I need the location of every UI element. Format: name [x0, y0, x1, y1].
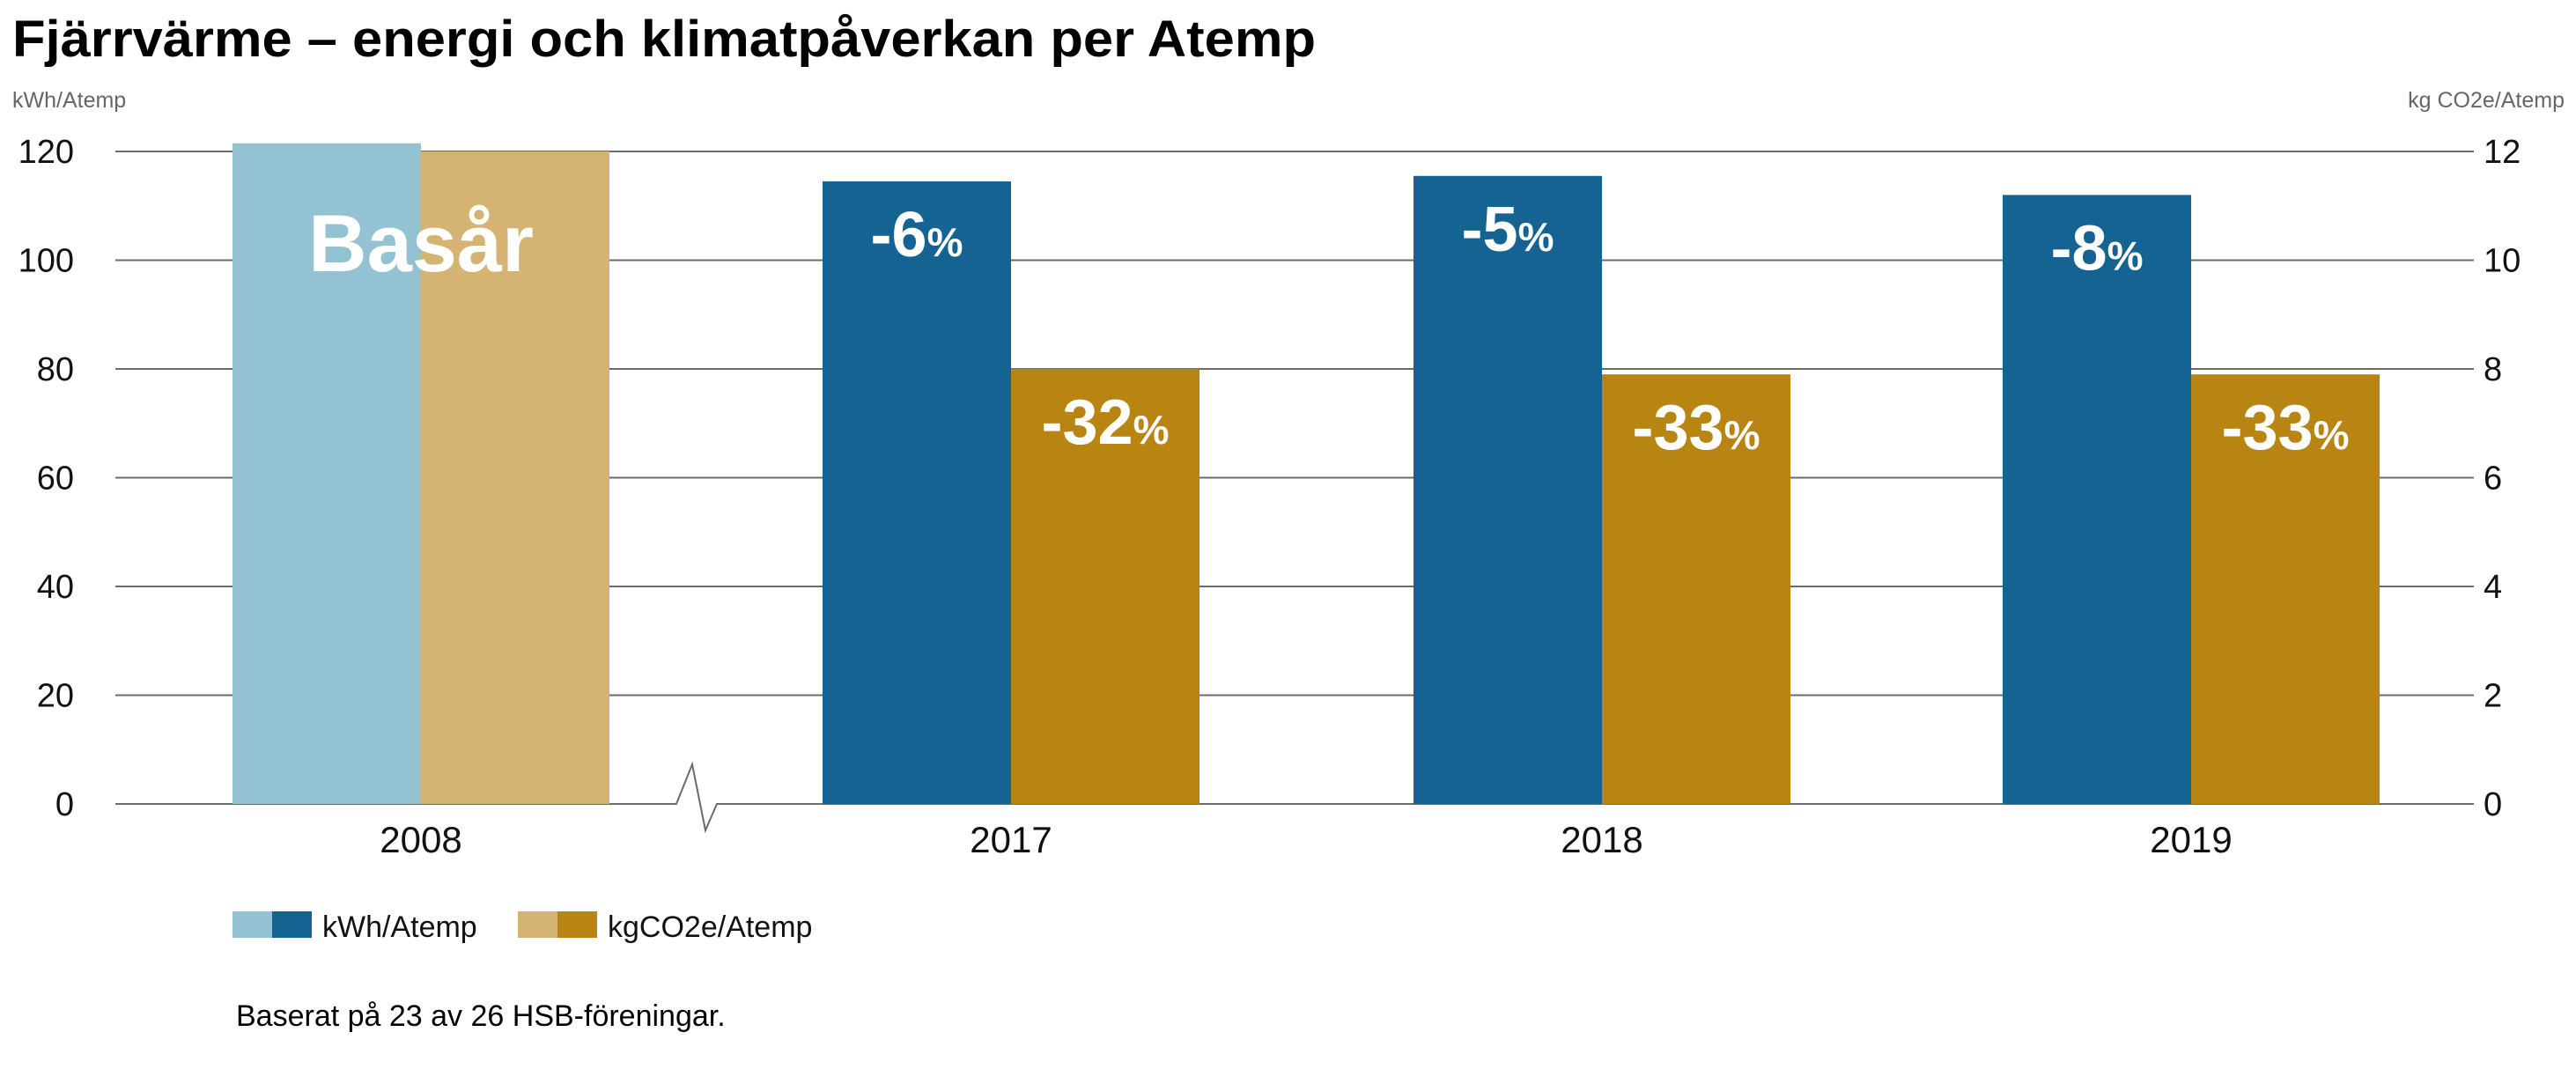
- bar-kwhatemp-2019: [2003, 195, 2191, 804]
- x-tick-label: 2017: [970, 819, 1052, 860]
- y-tick-left: 120: [18, 134, 74, 171]
- left-axis-label: kWh/Atemp: [12, 88, 126, 113]
- y-tick-left: 100: [18, 243, 74, 280]
- y-tick-left: 20: [37, 678, 74, 715]
- y-tick-right: 8: [2484, 351, 2502, 388]
- x-tick-label: 2019: [2150, 819, 2232, 860]
- data-label: -5%: [1462, 195, 1554, 265]
- legend-label: kgCO2e/Atemp: [608, 910, 812, 944]
- bar-kwhatemp-2008: [233, 143, 421, 805]
- data-label: -8%: [2051, 213, 2144, 284]
- y-tick-left: 40: [37, 569, 74, 606]
- bar-kgco2eatemp-2008: [421, 151, 609, 804]
- data-label: -33%: [1633, 393, 1760, 463]
- bar-kwhatemp-2017: [823, 181, 1011, 804]
- legend-swatch-dark: [272, 911, 312, 938]
- data-label: -33%: [2222, 393, 2350, 463]
- y-tick-right: 0: [2484, 786, 2502, 823]
- base-year-label: Basår: [308, 199, 534, 289]
- y-tick-right: 2: [2484, 678, 2502, 715]
- footnote: Baserat på 23 av 26 HSB-föreningar.: [236, 999, 726, 1033]
- chart-title: Fjärrvärme – energi och klimatpåverkan p…: [12, 11, 1316, 68]
- bar-kgco2eatemp-2019: [2191, 374, 2380, 804]
- data-label: -32%: [1042, 387, 1170, 458]
- data-label: -6%: [871, 200, 963, 270]
- y-tick-left: 0: [55, 786, 74, 823]
- x-tick-label: 2018: [1561, 819, 1642, 860]
- y-tick-left: 80: [37, 351, 74, 388]
- y-tick-right: 10: [2484, 243, 2521, 280]
- legend-swatch-dark: [557, 911, 597, 938]
- x-tick-label: 2008: [380, 819, 461, 860]
- legend-swatch-light: [233, 911, 272, 938]
- y-tick-right: 12: [2484, 134, 2521, 171]
- y-tick-right: 4: [2484, 569, 2502, 606]
- y-tick-right: 6: [2484, 461, 2502, 498]
- y-tick-left: 60: [37, 461, 74, 498]
- right-axis-label: kg CO2e/Atemp: [2408, 88, 2565, 113]
- legend-swatch-light: [518, 911, 557, 938]
- bar-kgco2eatemp-2018: [1602, 374, 1790, 804]
- bar-kgco2eatemp-2017: [1011, 369, 1199, 804]
- bar-kwhatemp-2018: [1413, 175, 1602, 805]
- legend-label: kWh/Atemp: [322, 910, 477, 944]
